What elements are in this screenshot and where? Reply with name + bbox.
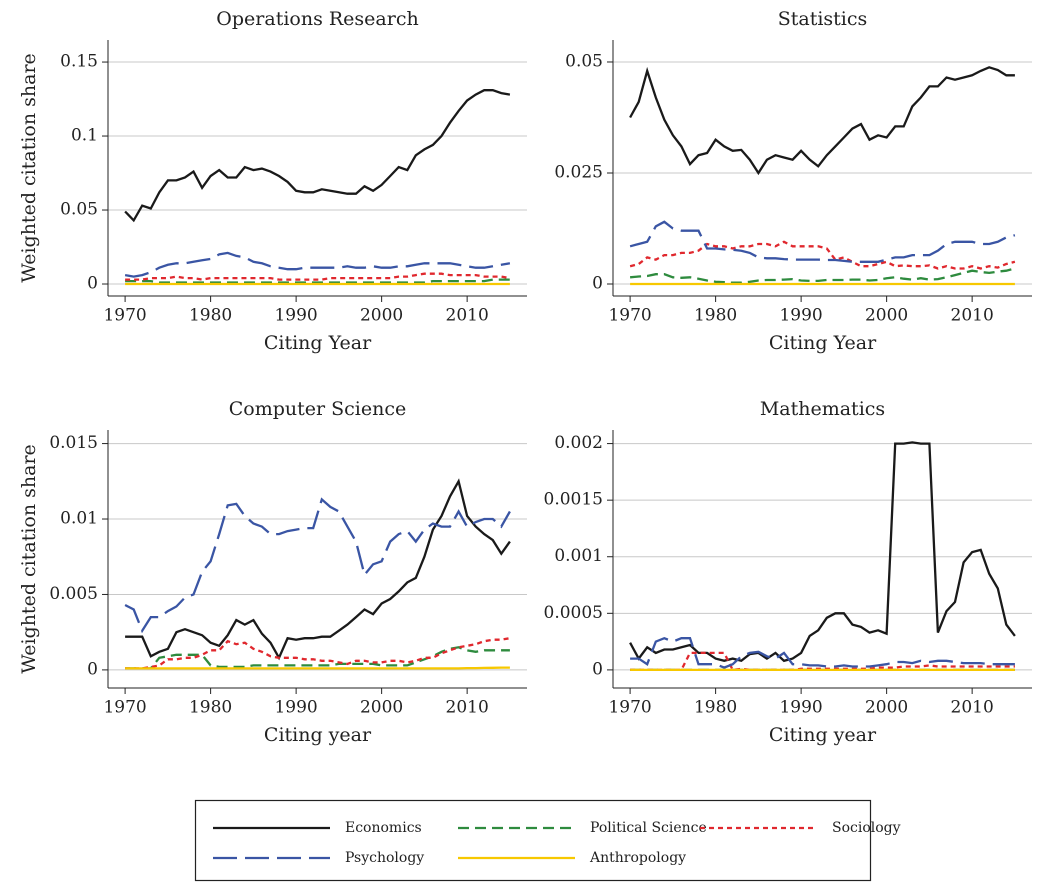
y-axis-label: Weighted citation share xyxy=(18,444,40,674)
x-tick-label: 2000 xyxy=(865,306,908,326)
y-tick-label: 0 xyxy=(87,659,98,679)
y-tick-label: 0 xyxy=(592,274,603,294)
x-axis-label: Citing year xyxy=(769,724,877,746)
y-tick-label: 0.002 xyxy=(554,433,603,453)
x-tick-label: 1990 xyxy=(274,306,317,326)
chart-title: Computer Science xyxy=(229,398,407,420)
series-line xyxy=(630,651,1015,672)
x-tick-label: 2000 xyxy=(865,698,908,718)
x-tick-label: 2010 xyxy=(951,306,994,326)
x-tick-label: 1990 xyxy=(274,698,317,718)
series-line xyxy=(629,267,1016,284)
series-line xyxy=(124,89,511,223)
y-tick-label: 0.005 xyxy=(49,584,98,604)
x-tick-label: 2010 xyxy=(446,306,489,326)
x-axis-label: Citing year xyxy=(264,724,372,746)
x-tick-label: 1990 xyxy=(779,698,822,718)
series-line xyxy=(629,66,1015,176)
x-tick-label: 1980 xyxy=(189,306,232,326)
x-tick-label: 1980 xyxy=(694,306,737,326)
y-axis-label: Weighted citation share xyxy=(18,53,40,283)
legend-label: Psychology xyxy=(345,850,424,866)
legend-label: Anthropology xyxy=(589,850,686,866)
y-tick-label: 0.001 xyxy=(554,546,603,566)
legend-box xyxy=(194,799,872,882)
series-line xyxy=(124,251,511,278)
y-tick-label: 0.0015 xyxy=(544,490,603,510)
x-axis-label: Citing Year xyxy=(769,332,877,354)
y-tick-label: 0.01 xyxy=(60,509,98,529)
x-tick-label: 1980 xyxy=(189,698,232,718)
series-line xyxy=(125,637,511,670)
series-line xyxy=(125,666,510,670)
series-line xyxy=(125,478,511,661)
legend-label: Sociology xyxy=(832,820,901,836)
x-tick-label: 1970 xyxy=(103,306,146,326)
chart-title: Mathematics xyxy=(760,398,885,420)
x-tick-label: 1970 xyxy=(608,698,651,718)
series-line xyxy=(125,278,510,284)
series-line xyxy=(630,636,1015,669)
x-tick-label: 2000 xyxy=(360,698,403,718)
series-line xyxy=(125,272,511,281)
y-tick-label: 0.15 xyxy=(60,52,98,72)
y-tick-label: 0.015 xyxy=(49,433,98,453)
x-tick-label: 1970 xyxy=(608,306,651,326)
y-tick-label: 0 xyxy=(87,274,98,294)
y-tick-label: 0.1 xyxy=(71,126,98,146)
series-line xyxy=(629,240,1016,270)
legend-label: Economics xyxy=(345,820,422,836)
chart-title: Operations Research xyxy=(216,8,418,30)
y-tick-label: 0.05 xyxy=(565,51,603,71)
series-line xyxy=(125,646,510,670)
y-tick-label: 0.025 xyxy=(554,162,603,182)
y-tick-label: 0 xyxy=(592,659,603,679)
series-line xyxy=(124,497,511,634)
y-tick-label: 0.0005 xyxy=(544,603,603,623)
x-tick-label: 2000 xyxy=(360,306,403,326)
series-line xyxy=(629,441,1016,663)
x-tick-label: 1980 xyxy=(694,698,737,718)
x-tick-label: 1970 xyxy=(103,698,146,718)
chart-title: Statistics xyxy=(778,8,868,30)
series-line xyxy=(629,220,1016,263)
x-tick-label: 2010 xyxy=(951,698,994,718)
x-axis-label: Citing Year xyxy=(264,332,372,354)
x-tick-label: 1990 xyxy=(779,306,822,326)
y-tick-label: 0.05 xyxy=(60,200,98,220)
legend-label: Political Science xyxy=(590,820,707,836)
x-tick-label: 2010 xyxy=(446,698,489,718)
